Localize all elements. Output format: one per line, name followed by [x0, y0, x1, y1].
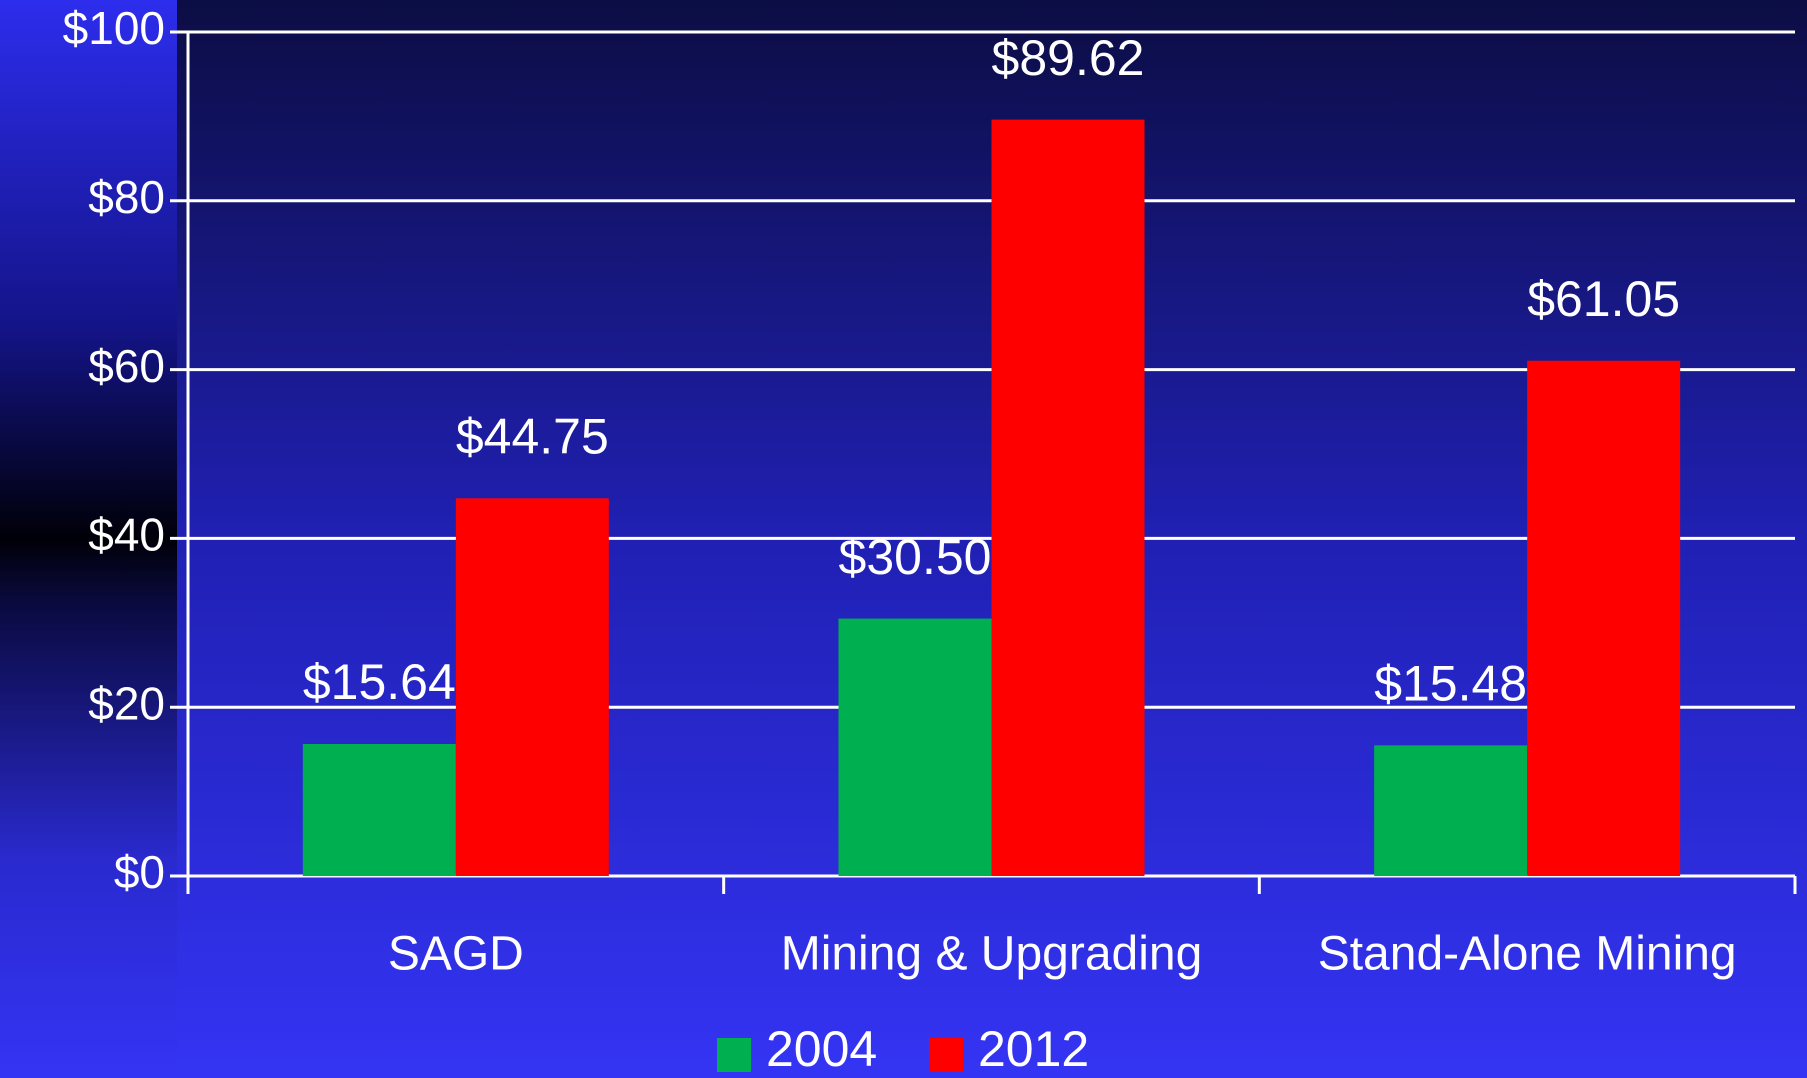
bar [838, 618, 992, 876]
data-label: $89.62 [992, 30, 1145, 86]
legend-label: 2004 [766, 1021, 877, 1077]
legend-swatch [717, 1038, 751, 1072]
y-tick-label: $20 [88, 677, 165, 729]
bar [1374, 745, 1528, 876]
data-label: $44.75 [456, 409, 609, 465]
y-tick-label: $60 [88, 340, 165, 392]
x-tick-label: Mining & Upgrading [781, 928, 1203, 981]
bar [991, 119, 1145, 877]
data-label: $15.48 [1374, 656, 1527, 712]
y-tick-label: $100 [63, 2, 165, 54]
legend-swatch [929, 1038, 963, 1072]
bar [302, 743, 456, 876]
x-tick-label: SAGD [388, 928, 524, 981]
legend-label: 2012 [978, 1021, 1089, 1077]
y-tick-label: $0 [114, 846, 165, 898]
bar [455, 498, 609, 876]
x-tick-label: Stand-Alone Mining [1318, 928, 1737, 981]
data-label: $61.05 [1527, 271, 1680, 327]
y-tick-label: $40 [88, 509, 165, 561]
y-tick-label: $80 [88, 171, 165, 223]
bar [1527, 360, 1681, 876]
data-label: $15.64 [303, 654, 456, 710]
data-label: $30.50 [839, 529, 992, 585]
side-panel [0, 0, 177, 1078]
